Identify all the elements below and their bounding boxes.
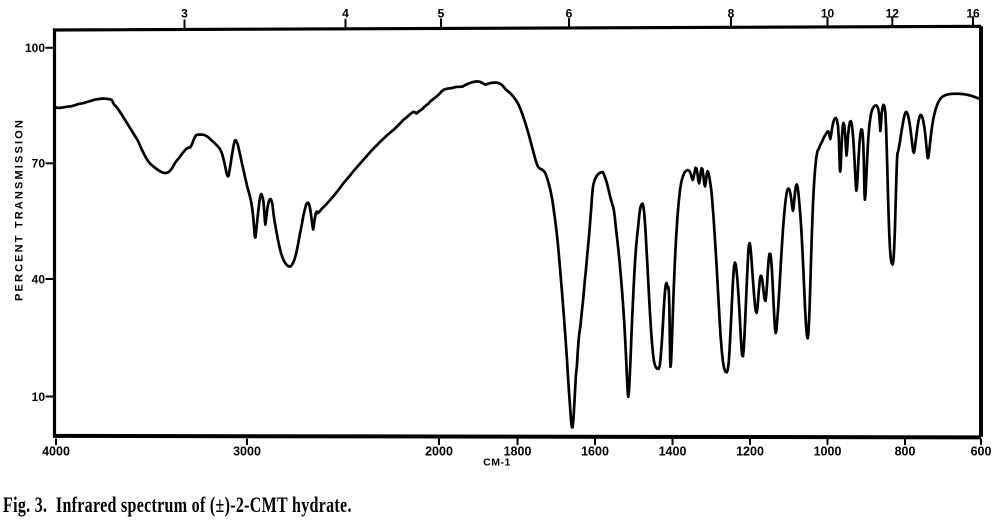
svg-text:800: 800 [895,445,916,459]
svg-text:10: 10 [821,7,835,21]
svg-text:12: 12 [886,7,900,21]
svg-text:70: 70 [32,157,46,171]
svg-text:6: 6 [566,7,573,21]
svg-text:100: 100 [25,41,45,55]
svg-text:16: 16 [966,7,980,21]
svg-text:2000: 2000 [425,445,453,459]
svg-text:600: 600 [971,445,992,459]
svg-text:1000: 1000 [814,445,842,459]
svg-text:3: 3 [181,7,188,21]
svg-text:3000: 3000 [233,445,261,459]
svg-text:4000: 4000 [42,445,70,459]
svg-text:1200: 1200 [736,445,764,459]
svg-text:1400: 1400 [659,445,687,459]
svg-text:CM-1: CM-1 [483,457,511,469]
svg-text:10: 10 [32,390,46,404]
svg-text:8: 8 [728,7,735,21]
svg-text:40: 40 [32,272,46,286]
svg-text:5: 5 [438,7,445,21]
svg-text:1600: 1600 [581,445,609,459]
svg-text:1800: 1800 [504,445,532,459]
svg-text:PERCENT TRANSMISSION: PERCENT TRANSMISSION [14,118,26,301]
svg-text:4: 4 [342,7,349,21]
